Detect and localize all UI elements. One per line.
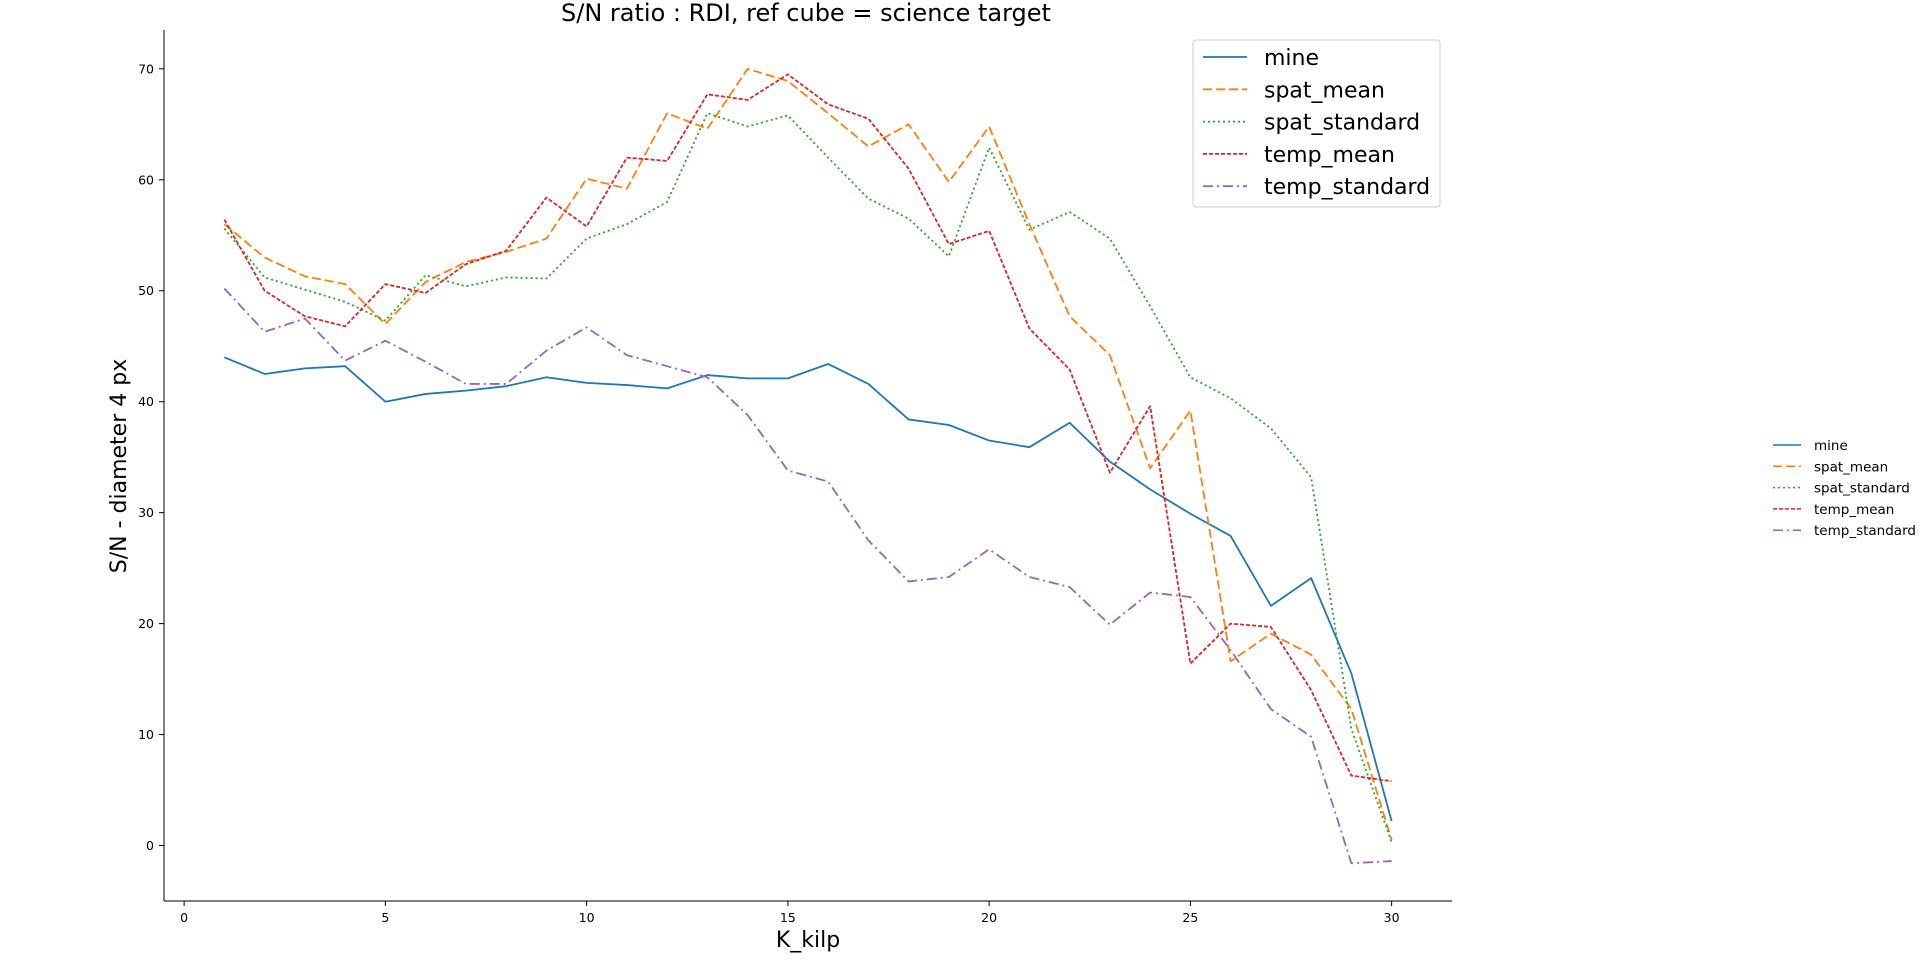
legend-outside: mine spat_mean spat_standard temp_mean temp_… (1773, 438, 1916, 539)
x-tick-label: 20 (981, 910, 997, 925)
legend-outside-label-temp-mean: temp_mean (1814, 502, 1894, 518)
series-layer (223, 67, 1393, 865)
legend-inside-label-temp-mean: temp_mean (1264, 143, 1395, 168)
x-tick-label: 5 (381, 910, 389, 925)
y-tick-label: 30 (138, 505, 154, 520)
legend-inside-label-spat-standard: spat_standard (1264, 111, 1420, 136)
y-tick-label: 50 (138, 283, 154, 298)
legend-inside-frame (1192, 39, 1441, 208)
x-tick-label: 30 (1384, 910, 1400, 925)
legend-inside: mine spat_mean spat_standard temp_mean temp_… (1192, 39, 1441, 208)
series-line-temp-mean (223, 73, 1392, 783)
legend-inside-label-temp-standard: temp_standard (1264, 175, 1430, 200)
chart-title: S/N ratio : RDI, ref cube = science targ… (561, 0, 1051, 27)
y-tick-label: 0 (146, 838, 154, 853)
series-line-temp-standard (223, 287, 1392, 865)
series-line-spat-mean (223, 67, 1393, 841)
legend-outside-label-spat-mean: spat_mean (1814, 459, 1888, 475)
series-line-spat-standard (223, 112, 1393, 843)
y-tick-label: 10 (138, 727, 154, 742)
x-tick-label: 25 (1182, 910, 1198, 925)
series-line-mine (224, 356, 1393, 822)
legend-outside-label-spat-standard: spat_standard (1814, 481, 1910, 497)
legend-inside-label-mine: mine (1264, 46, 1319, 71)
legend-inside-label-spat-mean: spat_mean (1264, 78, 1385, 103)
x-tick-label: 10 (579, 910, 595, 925)
x-ticks: 0 5 10 15 20 25 30 (180, 901, 1400, 925)
y-tick-label: 20 (138, 616, 154, 631)
legend-outside-label-mine: mine (1814, 438, 1848, 454)
y-axis-label: S/N - diameter 4 px (107, 359, 132, 573)
y-ticks: 0 10 20 30 40 50 60 70 (138, 61, 164, 853)
x-axis-label: K_kilp (776, 928, 840, 953)
x-tick-label: 0 (180, 910, 188, 925)
y-tick-label: 70 (138, 61, 154, 76)
x-tick-label: 15 (780, 910, 796, 925)
y-tick-label: 60 (138, 172, 154, 187)
legend-outside-label-temp-standard: temp_standard (1814, 523, 1916, 539)
y-tick-label: 40 (138, 394, 154, 409)
